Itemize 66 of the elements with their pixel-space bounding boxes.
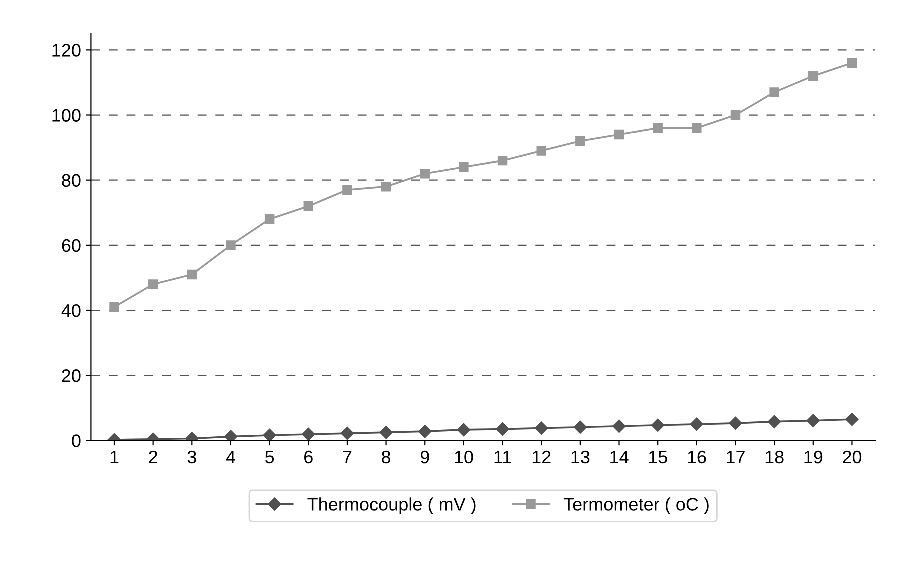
x-tick-label: 19: [804, 450, 823, 464]
point: [304, 202, 314, 212]
point: [729, 416, 742, 430]
point: [380, 426, 393, 440]
point: [690, 418, 704, 432]
point: [110, 302, 120, 312]
point: [576, 136, 586, 146]
x-tick-label: 16: [688, 450, 706, 464]
x-tick-label: 18: [766, 450, 784, 464]
point: [768, 415, 782, 428]
y-tick-label: 80: [62, 174, 81, 188]
point: [612, 420, 626, 433]
x-tick-label: 12: [532, 450, 551, 464]
point: [730, 110, 741, 120]
point: [692, 123, 702, 134]
y-tick-label: 0: [72, 434, 81, 448]
point: [846, 412, 859, 426]
y-tick-label: 40: [62, 304, 81, 318]
point: [342, 185, 352, 195]
point: [224, 430, 238, 441]
point: [148, 280, 158, 290]
point: [264, 214, 275, 224]
point: [535, 422, 548, 435]
x-tick-label: 9: [420, 450, 430, 464]
point: [418, 425, 432, 438]
point: [847, 58, 858, 68]
y-tick-label: 120: [52, 44, 81, 57]
point: [651, 418, 665, 432]
x-tick-label: 7: [343, 451, 352, 464]
legend-label: Termometer ( oC ): [564, 498, 709, 514]
x-tick-label: 20: [843, 450, 862, 464]
x-tick-label: 17: [727, 451, 745, 464]
point: [381, 182, 392, 192]
point: [226, 240, 236, 250]
point: [536, 146, 546, 156]
point: [263, 428, 276, 441]
x-tick-label: 5: [266, 451, 274, 464]
x-tick-label: 3: [188, 450, 196, 464]
point: [457, 423, 471, 437]
x-tick-label: 4: [226, 451, 236, 464]
point: [420, 168, 430, 179]
point: [574, 420, 588, 434]
y-tick-label: 20: [62, 370, 81, 382]
x-tick-label: 6: [304, 450, 313, 464]
point: [806, 414, 820, 428]
point: [808, 71, 818, 82]
legend-label: Thermocouple ( mV ): [308, 498, 476, 514]
point: [496, 422, 510, 436]
x-tick-label: 8: [382, 450, 391, 464]
x-tick-label: 13: [572, 450, 590, 464]
x-tick-label: 2: [149, 450, 158, 464]
y-tick-label: 100: [52, 109, 81, 122]
point: [302, 428, 316, 441]
x-tick-label: 15: [649, 451, 668, 464]
point: [614, 130, 624, 140]
point: [770, 88, 780, 98]
x-tick-label: 11: [494, 451, 512, 464]
point: [340, 426, 354, 440]
point: [653, 123, 663, 134]
point: [498, 156, 508, 166]
x-tick-label: 14: [610, 451, 629, 464]
x-tick-label: 10: [455, 450, 474, 464]
x-tick-label: 1: [110, 451, 119, 464]
point: [459, 162, 469, 172]
point: [187, 270, 198, 280]
y-tick-label: 60: [62, 239, 81, 252]
